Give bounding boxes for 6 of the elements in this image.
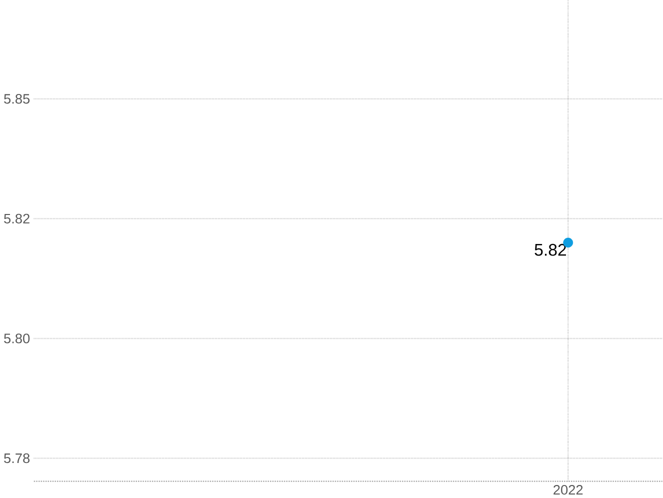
data-label: 5.82 — [534, 244, 566, 256]
y-tick-label: 5.85 — [4, 94, 30, 104]
y-tick-label: 5.82 — [4, 214, 30, 224]
x-tick-label: 2022 — [554, 484, 583, 495]
y-tick-label: 5.80 — [4, 334, 30, 344]
y-tick-label: 5.78 — [4, 453, 30, 464]
